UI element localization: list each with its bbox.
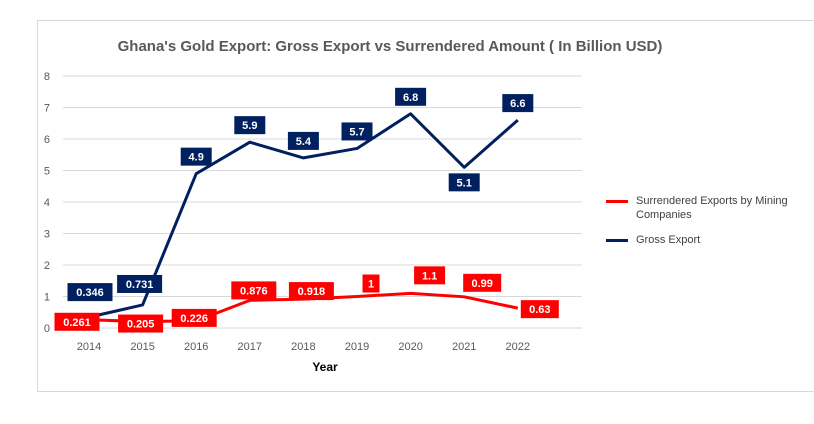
y-tick-label: 5 [44, 166, 50, 178]
y-tick-label: 6 [44, 134, 50, 146]
x-tick-label: 2014 [77, 341, 101, 353]
data-label-box [520, 300, 559, 319]
x-tick-label: 2020 [398, 341, 422, 353]
x-tick-label: 2019 [345, 341, 369, 353]
x-tick-label: 2017 [238, 341, 262, 353]
data-label: 4.9 [189, 152, 204, 164]
legend-item-surrendered: Surrendered Exports by Mining Companies [606, 194, 806, 222]
legend-label-surrendered: Surrendered Exports by Mining Companies [636, 195, 788, 221]
y-tick-label: 8 [44, 71, 50, 83]
data-label-box [231, 281, 277, 300]
chart-frame [37, 20, 814, 392]
data-label-box [117, 274, 163, 293]
data-label: 6.8 [403, 92, 418, 104]
series-line-gross [88, 112, 519, 319]
y-tick-label: 7 [44, 103, 50, 115]
data-label-box [287, 131, 319, 150]
x-axis-label: Year [312, 360, 338, 374]
x-tick-label: 2021 [452, 341, 476, 353]
data-label: 0.99 [471, 278, 492, 290]
data-label: 5.1 [457, 177, 472, 189]
data-label-box [395, 87, 427, 106]
data-label: 0.205 [127, 319, 155, 331]
data-label: 1 [368, 279, 374, 291]
data-label: 0.226 [180, 313, 208, 325]
x-tick-label: 2018 [291, 341, 315, 353]
y-tick-label: 1 [44, 292, 50, 304]
data-label: 0.918 [298, 286, 326, 298]
data-label: 0.876 [240, 285, 268, 297]
legend-item-gross: Gross Export [606, 233, 806, 247]
data-label-box [341, 122, 373, 141]
data-label-box [463, 273, 502, 292]
data-label: 5.4 [296, 136, 312, 148]
data-label-box [67, 283, 113, 302]
data-label-box [288, 282, 334, 301]
data-label: 0.346 [76, 287, 104, 299]
x-tick-label: 2015 [130, 341, 154, 353]
data-label-box [171, 308, 217, 327]
data-label: 0.731 [126, 279, 154, 291]
data-label-box [54, 312, 100, 331]
chart-title: Ghana's Gold Export: Gross Export vs Sur… [117, 38, 663, 55]
legend-label-gross: Gross Export [636, 234, 701, 246]
x-tick-label: 2022 [506, 341, 530, 353]
data-label-box [118, 314, 164, 333]
data-label: 5.7 [349, 126, 364, 138]
data-label-box [234, 116, 266, 135]
y-tick-label: 2 [44, 260, 50, 272]
data-label-box [362, 274, 380, 293]
data-label-box [502, 94, 534, 113]
data-label: 0.63 [529, 304, 550, 316]
legend-swatch-gross [606, 239, 628, 242]
y-tick-label: 0 [44, 323, 50, 335]
data-label: 0.261 [63, 317, 91, 329]
data-label: 5.9 [242, 120, 257, 132]
data-label-box [448, 173, 480, 192]
data-label-box [180, 147, 212, 166]
y-tick-label: 4 [44, 197, 50, 209]
x-tick-label: 2016 [184, 341, 208, 353]
data-label: 1.1 [422, 270, 437, 282]
y-tick-label: 3 [44, 229, 50, 241]
data-label-box [414, 266, 446, 285]
data-label: 6.6 [510, 98, 525, 110]
legend-swatch-surrendered [606, 200, 628, 203]
